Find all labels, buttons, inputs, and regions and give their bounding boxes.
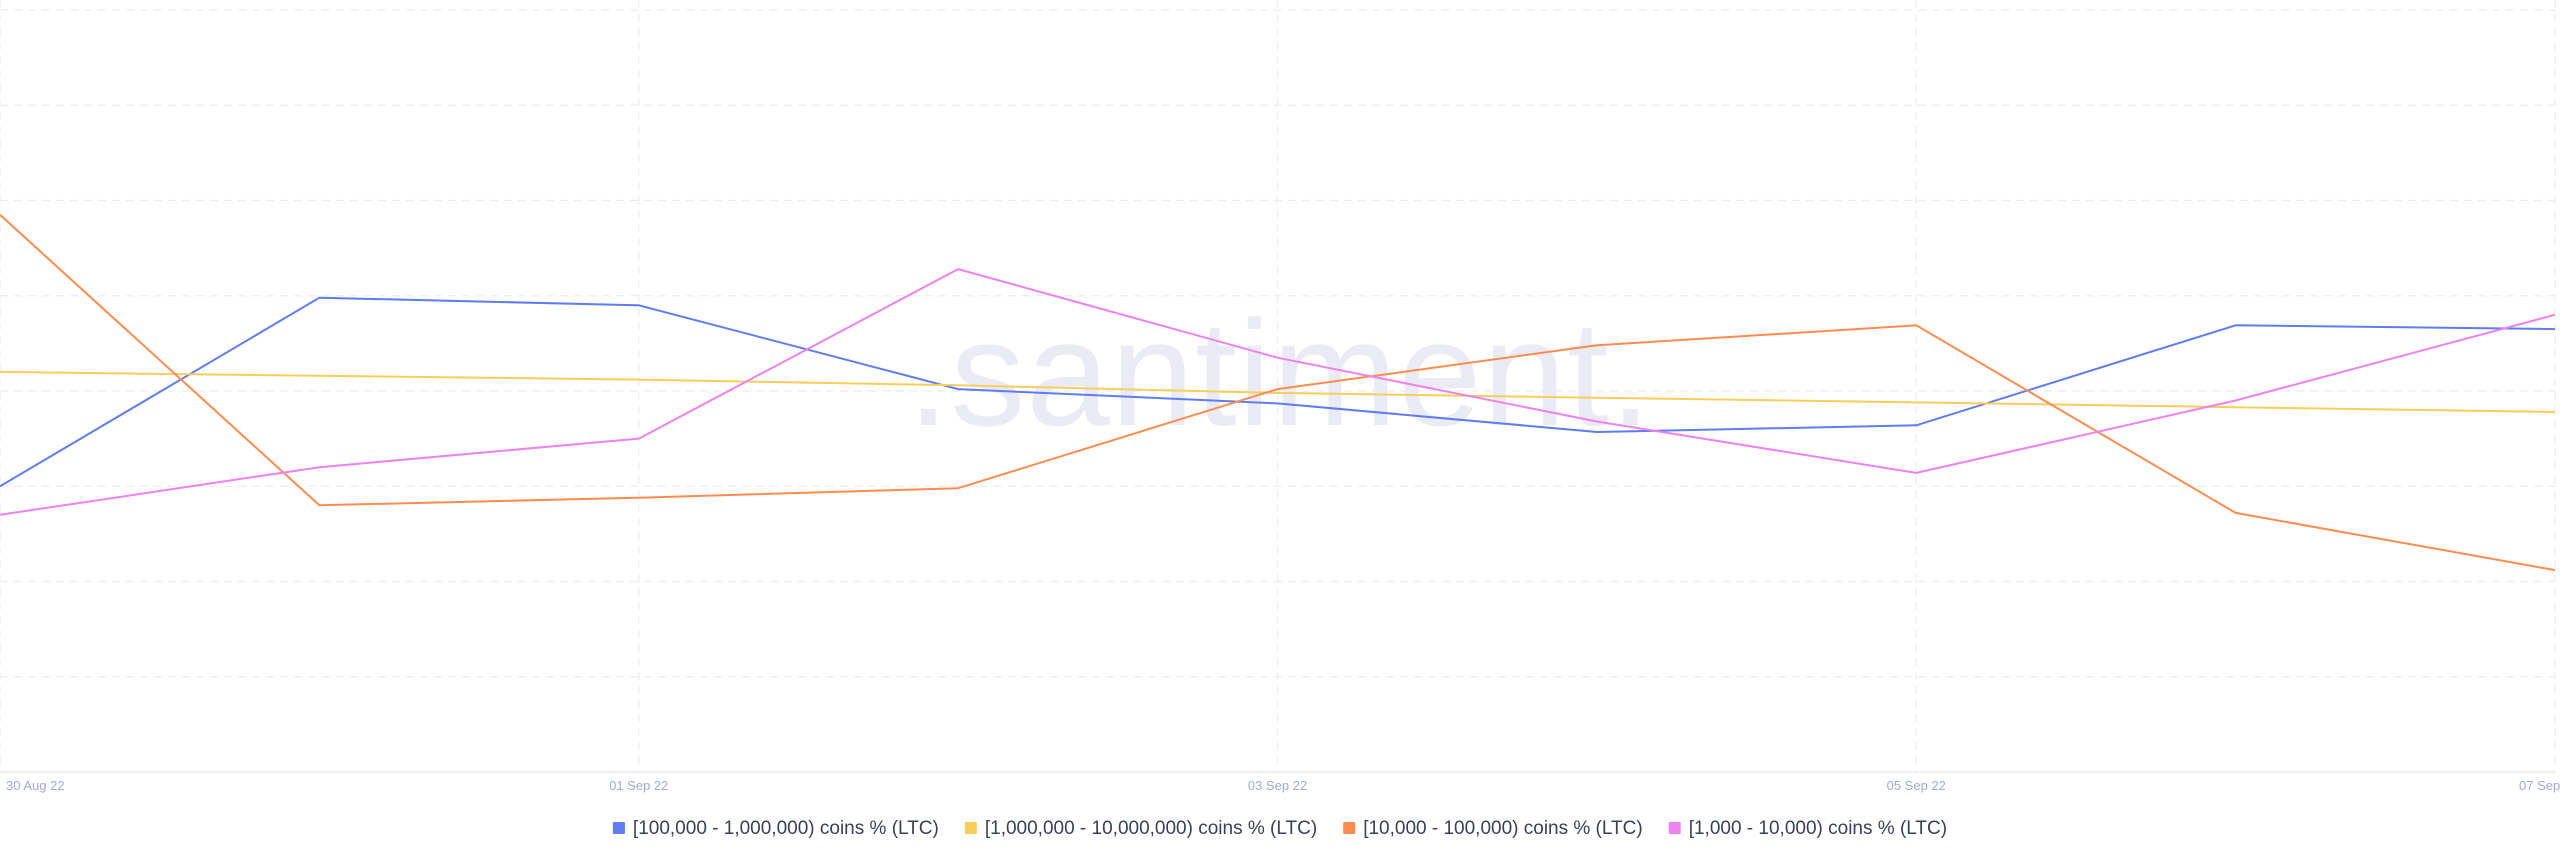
legend-label: [1,000,000 - 10,000,000) coins % (LTC) [985,818,1317,839]
series-line-2 [0,370,2556,413]
series-line-4 [0,268,2556,516]
legend-label: [1,000 - 10,000) coins % (LTC) [1689,818,1947,839]
santiment-watermark: .santiment. [908,289,1653,457]
legend-item-4[interactable]: [1,000 - 10,000) coins % (LTC) [1668,818,1947,839]
x-tick-label: 30 Aug 22 [6,778,65,793]
legend-item-2[interactable]: [1,000,000 - 10,000,000) coins % (LTC) [964,818,1317,839]
x-axis-tick-labels: 30 Aug 22 01 Sep 22 03 Sep 22 05 Sep 22 07 S… [6,778,2560,793]
x-tick-label: 03 Sep 22 [1248,778,1307,793]
legend: [100,000 - 1,000,000) coins % (LTC) [1,00… [612,818,1947,839]
legend-label: [100,000 - 1,000,000) coins % (LTC) [633,818,939,839]
series-line-3 [0,214,2556,572]
legend-label: [10,000 - 100,000) coins % (LTC) [1363,818,1643,839]
legend-swatch [1668,822,1681,834]
series-lines [0,214,2556,572]
x-tick-label: 07 Sep [2519,778,2560,793]
legend-swatch [1343,822,1356,834]
x-tick-label: 05 Sep 22 [1887,778,1946,793]
grid [0,0,2556,773]
series-line-1 [0,296,2556,488]
legend-item-3[interactable]: [10,000 - 100,000) coins % (LTC) [1343,818,1643,839]
legend-swatch [612,822,625,834]
legend-swatch [964,822,977,834]
legend-item-1[interactable]: [100,000 - 1,000,000) coins % (LTC) [612,818,939,839]
x-tick-label: 01 Sep 22 [609,778,668,793]
